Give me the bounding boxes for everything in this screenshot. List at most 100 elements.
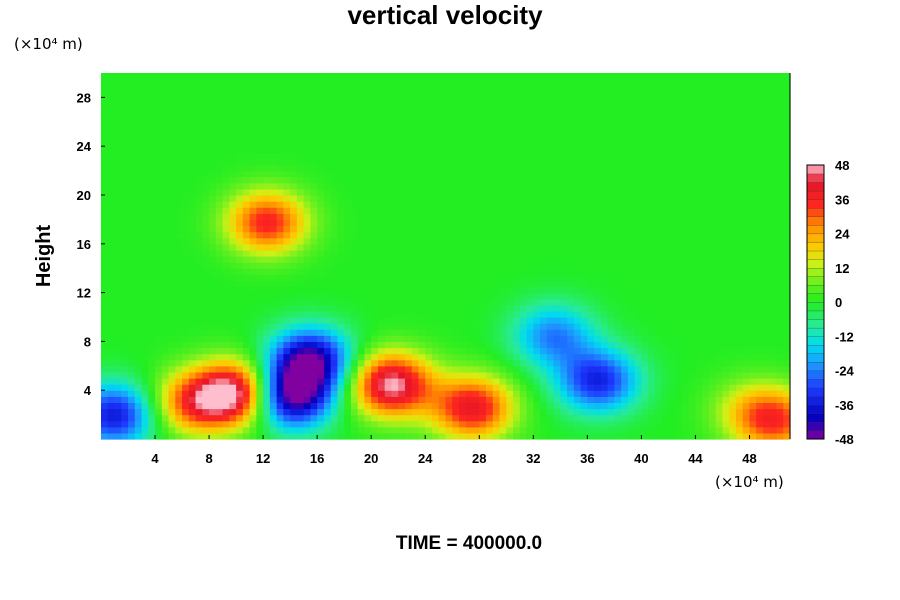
heatmap-cell — [229, 335, 237, 342]
heatmap-cell — [668, 274, 676, 281]
heatmap-cell — [296, 249, 305, 257]
heatmap-cell — [729, 304, 737, 312]
heatmap-cell — [431, 274, 440, 281]
heatmap-cell — [486, 304, 494, 312]
heatmap-cell — [431, 225, 440, 233]
heatmap-cell — [465, 188, 474, 196]
heatmap-cell — [681, 280, 690, 288]
heatmap-cell — [681, 243, 690, 251]
heatmap-cell — [141, 292, 149, 300]
chart-title: vertical velocity — [347, 0, 543, 30]
heatmap-cell — [735, 213, 744, 220]
heatmap-cell — [303, 359, 311, 367]
heatmap-cell — [776, 164, 784, 172]
heatmap-cell — [202, 176, 210, 184]
heatmap-cell — [148, 384, 156, 391]
heatmap-cell — [114, 176, 122, 184]
heatmap-cell — [188, 341, 197, 349]
heatmap-cell — [202, 231, 210, 239]
heatmap-cell — [128, 176, 136, 184]
heatmap-cell — [276, 317, 284, 324]
heatmap-cell — [377, 140, 386, 147]
heatmap-cell — [155, 207, 163, 214]
heatmap-cell — [459, 195, 467, 202]
heatmap-cell — [371, 286, 379, 294]
heatmap-cell — [567, 164, 575, 172]
heatmap-cell — [249, 323, 257, 330]
heatmap-cell — [269, 353, 278, 361]
heatmap-cell — [445, 207, 453, 214]
heatmap-cell — [249, 341, 257, 349]
heatmap-cell — [722, 304, 730, 312]
heatmap-cell — [702, 182, 710, 190]
heatmap-cell — [452, 432, 460, 440]
heatmap-cell — [702, 384, 710, 391]
heatmap-cell — [121, 237, 129, 245]
heatmap-cell — [513, 262, 521, 269]
heatmap-cell — [114, 164, 122, 172]
heatmap-cell — [486, 396, 494, 403]
heatmap-cell — [769, 426, 778, 434]
heatmap-cell — [195, 182, 203, 190]
heatmap-cell — [465, 170, 474, 178]
heatmap-cell — [330, 170, 339, 178]
heatmap-cell — [141, 378, 149, 385]
heatmap-cell — [742, 298, 751, 306]
heatmap-cell — [729, 384, 737, 391]
heatmap-cell — [506, 274, 514, 281]
heatmap-cell — [648, 329, 656, 336]
heatmap-cell — [107, 249, 116, 257]
heatmap-cell — [229, 371, 237, 379]
heatmap-cell — [128, 347, 136, 355]
heatmap-cell — [506, 188, 514, 196]
heatmap-cell — [607, 140, 615, 147]
heatmap-cell — [256, 176, 264, 184]
heatmap-cell — [600, 329, 609, 336]
heatmap-cell — [540, 274, 548, 281]
heatmap-cell — [546, 280, 555, 288]
heatmap-cell — [114, 310, 122, 318]
heatmap-cell — [317, 359, 325, 367]
heatmap-cell — [236, 359, 244, 367]
heatmap-cell — [141, 329, 149, 336]
heatmap-cell — [668, 164, 676, 172]
heatmap-cell — [614, 158, 622, 166]
heatmap-cell — [303, 268, 311, 275]
heatmap-cell — [175, 170, 183, 178]
heatmap-cell — [533, 408, 541, 416]
heatmap-cell — [614, 384, 622, 391]
heatmap-cell — [215, 140, 224, 147]
heatmap-cell — [114, 158, 122, 166]
heatmap-cell — [533, 341, 541, 349]
heatmap-cell — [526, 292, 534, 300]
heatmap-cell — [256, 304, 264, 312]
heatmap-cell — [168, 353, 176, 361]
heatmap-cell — [519, 280, 528, 288]
heatmap-cell — [344, 280, 352, 288]
heatmap-cell — [695, 280, 703, 288]
heatmap-cell — [337, 310, 345, 318]
heatmap-cell — [567, 176, 575, 184]
heatmap-cell — [688, 231, 697, 239]
heatmap-cell — [222, 152, 230, 159]
heatmap-cell — [499, 420, 507, 428]
heatmap-cell — [391, 280, 399, 288]
heatmap-cell — [128, 140, 136, 147]
heatmap-cell — [229, 182, 237, 190]
heatmap-cell — [182, 304, 190, 312]
heatmap-cell — [404, 207, 413, 214]
heatmap-cell — [155, 390, 163, 397]
heatmap-cell — [202, 323, 210, 330]
heatmap-cell — [533, 158, 541, 166]
heatmap-cell — [614, 182, 622, 190]
heatmap-cell — [344, 353, 352, 361]
heatmap-cell — [600, 262, 609, 269]
heatmap-cell — [134, 207, 143, 214]
heatmap-cell — [675, 310, 683, 318]
heatmap-cell — [128, 420, 136, 428]
heatmap-cell — [783, 146, 791, 153]
heatmap-cell — [621, 256, 629, 263]
heatmap-cell — [330, 390, 339, 397]
heatmap-cell — [573, 256, 582, 263]
heatmap-cell — [648, 280, 656, 288]
